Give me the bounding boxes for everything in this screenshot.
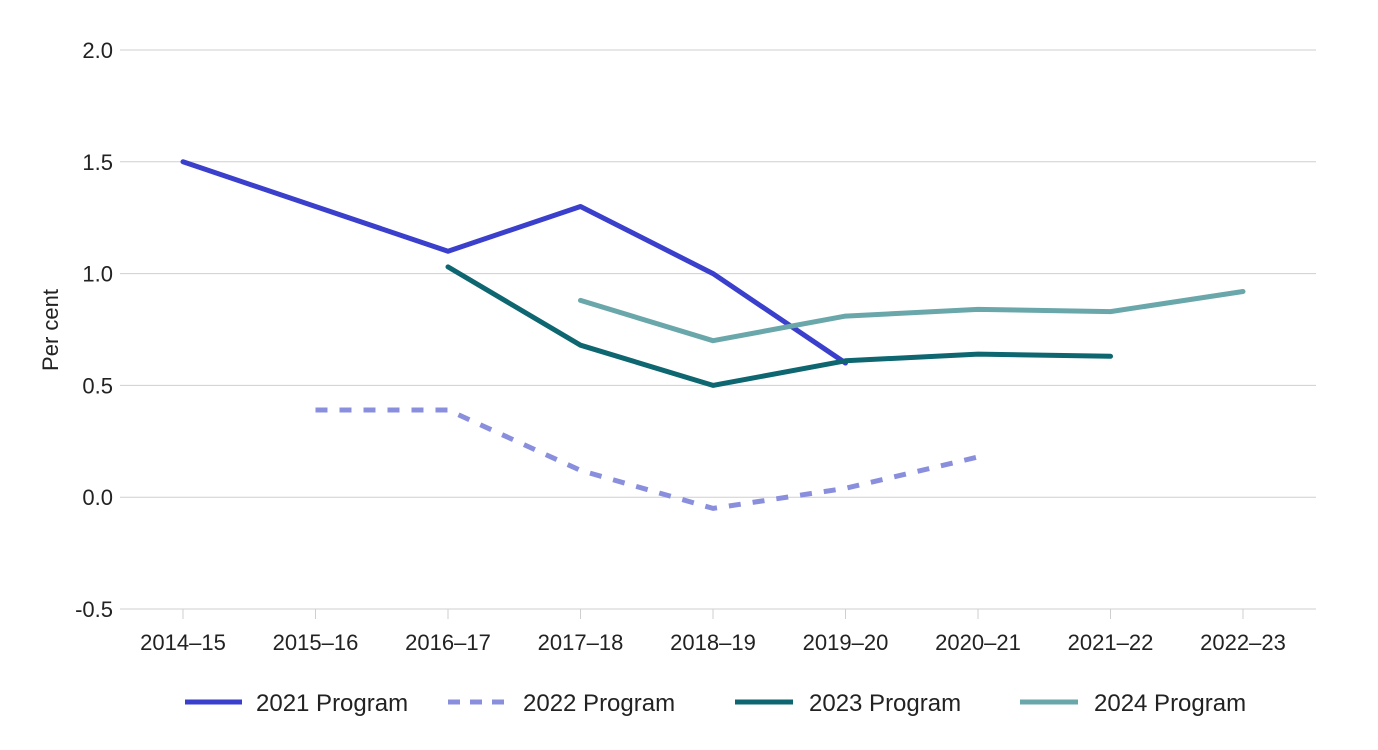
x-axis: 2014–15 2015–16 2016–17 2017–18 2018–19 2019–… bbox=[140, 609, 1286, 655]
y-tick-label: 0.5 bbox=[82, 373, 113, 398]
legend-label: 2021 Program bbox=[256, 690, 408, 717]
series bbox=[180, 159, 1246, 511]
legend-item: 2023 Program bbox=[735, 690, 961, 717]
series-line-2022-program bbox=[315, 407, 979, 511]
x-tick-label: 2017–18 bbox=[538, 630, 624, 655]
legend-label: 2023 Program bbox=[809, 690, 961, 717]
legend-item: 2021 Program bbox=[185, 690, 408, 717]
series-line-2021-program bbox=[180, 159, 848, 366]
y-axis-title: Per cent bbox=[38, 289, 63, 371]
legend: 2021 Program 2022 Program 2023 Program 2024… bbox=[185, 690, 1246, 717]
y-tick-label: -0.5 bbox=[75, 597, 113, 622]
legend-label: 2022 Program bbox=[523, 690, 675, 717]
gridlines bbox=[120, 49, 1316, 610]
x-tick-label: 2018–19 bbox=[670, 630, 756, 655]
y-tick-label: 2.0 bbox=[82, 38, 113, 63]
x-tick-label: 2015–16 bbox=[273, 630, 359, 655]
legend-label: 2024 Program bbox=[1094, 690, 1246, 717]
series-line-2023-program bbox=[445, 264, 1113, 388]
x-tick-label: 2020–21 bbox=[935, 630, 1021, 655]
x-tick-label: 2016–17 bbox=[405, 630, 491, 655]
x-tick-label: 2019–20 bbox=[803, 630, 889, 655]
y-axis: 2.0 1.5 1.0 0.5 0.0 -0.5 bbox=[75, 38, 113, 622]
y-tick-label: 1.5 bbox=[82, 150, 113, 175]
y-tick-label: 1.0 bbox=[82, 262, 113, 287]
legend-item: 2022 Program bbox=[448, 690, 675, 717]
y-tick-label: 0.0 bbox=[82, 485, 113, 510]
x-tick-label: 2022–23 bbox=[1200, 630, 1286, 655]
legend-item: 2024 Program bbox=[1020, 690, 1246, 717]
x-tick-label: 2014–15 bbox=[140, 630, 226, 655]
series-line-2024-program bbox=[578, 289, 1246, 344]
x-tick-label: 2021–22 bbox=[1068, 630, 1154, 655]
